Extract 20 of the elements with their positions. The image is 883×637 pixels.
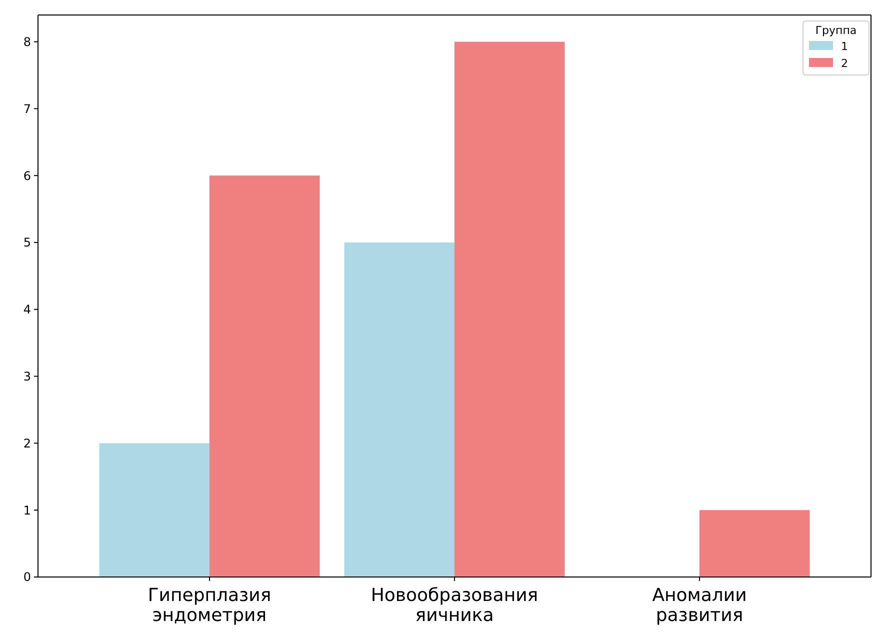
y-tick-label: 3 bbox=[23, 369, 31, 384]
legend-title: Группа bbox=[815, 24, 857, 37]
bar bbox=[344, 242, 454, 577]
y-tick-label: 8 bbox=[23, 34, 31, 49]
legend-label: 1 bbox=[841, 40, 848, 53]
y-tick-label: 1 bbox=[23, 503, 31, 518]
bar bbox=[454, 42, 565, 577]
y-tick-label: 7 bbox=[23, 102, 31, 116]
x-tick-label: Гиперплазия эндометрия bbox=[148, 585, 272, 626]
y-tick-label: 0 bbox=[23, 570, 31, 584]
y-tick-label: 5 bbox=[23, 236, 31, 250]
bar bbox=[99, 443, 210, 577]
y-tick-label: 6 bbox=[23, 168, 31, 183]
bar bbox=[210, 176, 320, 577]
y-tick-label: 2 bbox=[23, 436, 31, 450]
x-tick-label: Аномалии развития bbox=[652, 585, 747, 626]
x-tick-label: Новообразования яичника bbox=[370, 585, 538, 626]
bar bbox=[700, 510, 810, 577]
legend-label: 2 bbox=[841, 57, 848, 70]
y-tick-label: 4 bbox=[23, 302, 31, 317]
